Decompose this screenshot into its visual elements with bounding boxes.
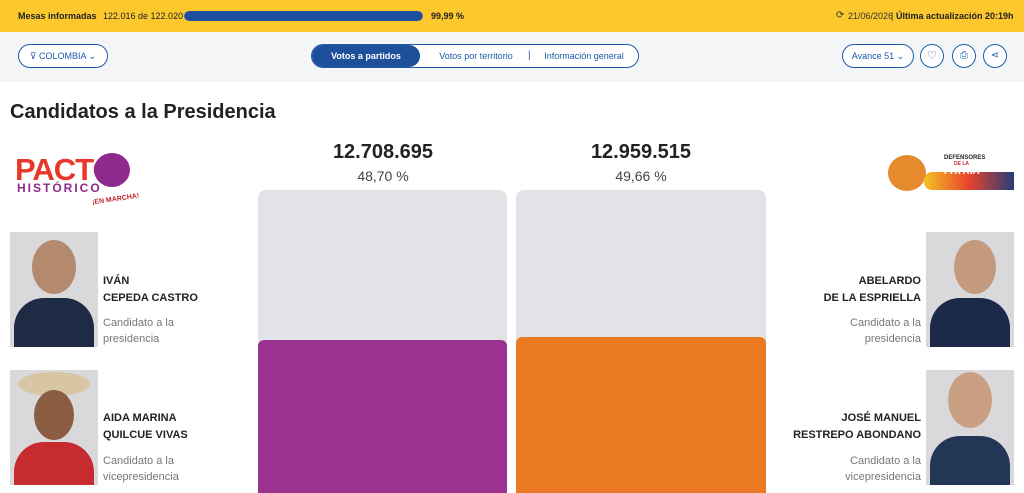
candidate-photo <box>10 232 98 347</box>
vote-count: 12.708.695 <box>332 141 434 163</box>
share-button[interactable]: ⋖ <box>983 44 1007 68</box>
date: 21/06/2026 <box>848 11 894 21</box>
text-line: presidencia <box>103 333 160 345</box>
text-line: ABELARDO <box>858 275 921 287</box>
vote-percent: 48,70 % <box>357 168 409 184</box>
tab[interactable]: Información general <box>544 51 624 61</box>
text-line: presidencia <box>864 333 921 345</box>
text-line: Candidato a la <box>850 317 921 329</box>
filter-label: COLOMBIA <box>39 51 87 61</box>
text-line: vicepresidencia <box>845 471 921 483</box>
filter-button[interactable]: ⊽ COLOMBIA ⌄ <box>18 44 108 68</box>
text-line: Candidato a la <box>850 455 921 467</box>
party-logo: HISTÓRICO <box>17 181 102 195</box>
text-line: Candidato a la <box>103 317 174 329</box>
candidate-role: Candidato a la presidencia <box>780 315 921 347</box>
party-logo: DE LA <box>954 161 969 167</box>
bar-track <box>516 190 766 493</box>
candidate-photo <box>926 232 1014 347</box>
progress-track <box>184 11 423 21</box>
candidate-role: Candidato a la vicepresidencia <box>780 453 921 485</box>
text-line: RESTREPO ABONDANO <box>793 429 921 441</box>
toolbar: ⊽ COLOMBIA ⌄ Votos a partidos Votos por … <box>0 32 1024 82</box>
refresh-icon: ⟳ <box>836 10 845 21</box>
text-line: vicepresidencia <box>103 471 179 483</box>
progress-label: 99,99 % <box>431 11 465 21</box>
progress-fill <box>184 11 423 21</box>
section-title: Candidatos a la Presidencia <box>10 101 276 123</box>
text-line: AIDA MARINA <box>103 412 177 424</box>
text-line: IVÁN <box>103 275 130 287</box>
advance-button[interactable]: Avance 51 ⌄ <box>842 44 914 68</box>
bar-track <box>258 190 507 493</box>
vote-bar <box>258 340 507 493</box>
tiger-emblem <box>888 155 926 191</box>
candidate-role: Candidato a la presidencia <box>103 315 174 347</box>
advance-label: Avance 51 <box>851 51 895 61</box>
vote-count: 12.959.515 <box>590 141 692 163</box>
flag-band <box>924 172 1014 190</box>
candidate-photo <box>10 370 98 485</box>
text-line: DE LA ESPRIELLA <box>823 292 921 304</box>
candidate-name: IVÁN CEPEDA CASTRO <box>103 273 198 307</box>
candidate-role: Candidato a la vicepresidencia <box>103 453 179 485</box>
text-line: JOSÉ MANUEL <box>841 412 921 424</box>
tab-group: Votos a partidos Votos por territorio | … <box>311 44 639 68</box>
candidate-name: AIDA MARINA QUILCUE VIVAS <box>103 410 188 444</box>
candidate-name: ABELARDO DE LA ESPRIELLA <box>780 273 921 307</box>
logo-emblem <box>94 153 130 187</box>
last-update: Última actualización 20:19h <box>896 11 1014 21</box>
favorite-button[interactable]: ♡ <box>920 44 944 68</box>
party-logo: DEFENSORES <box>944 155 986 161</box>
print-button[interactable]: ⎙ <box>952 44 976 68</box>
text-line: QUILCUE VIVAS <box>103 429 188 441</box>
candidate-name: JOSÉ MANUEL RESTREPO ABONDANO <box>780 410 921 444</box>
separator: | <box>528 50 531 61</box>
tab[interactable]: Votos a partidos <box>312 45 420 67</box>
vote-bar <box>516 337 766 493</box>
mesas-count: 122.016 de 122.020 <box>103 11 184 21</box>
party-logo: PATRIA <box>944 166 980 177</box>
status-bar: Mesas informadas 122.016 de 122.020 99,9… <box>0 0 1024 32</box>
text-line: CEPEDA CASTRO <box>103 292 198 304</box>
tab[interactable]: Votos por territorio <box>439 51 513 61</box>
mesas-label: Mesas informadas <box>18 11 97 21</box>
candidate-photo <box>926 370 1014 485</box>
vote-percent: 49,66 % <box>615 168 667 184</box>
separator: | <box>891 11 894 21</box>
text-line: Candidato a la <box>103 455 174 467</box>
